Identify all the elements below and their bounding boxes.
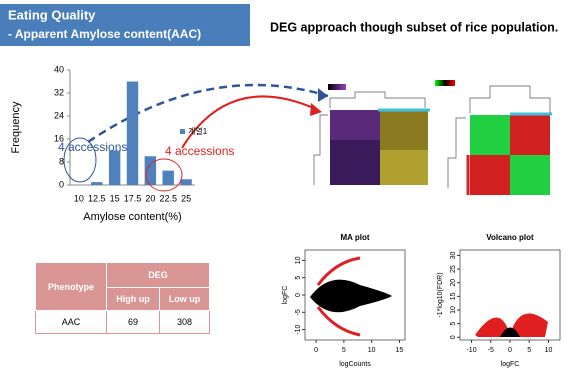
x-tick-label: 15 <box>110 193 120 203</box>
plot-title: MA plot <box>340 233 369 242</box>
legend-label: 계열1 <box>188 126 208 136</box>
x-axis-label: logCounts <box>339 361 371 368</box>
plot-title: Volcano plot <box>486 233 534 242</box>
heatmap-1 <box>313 84 430 185</box>
y-axis-label: Frequency <box>10 101 22 153</box>
bar <box>180 179 192 185</box>
red-arrow <box>181 95 319 149</box>
x-tick-label: 0 <box>314 347 318 354</box>
y-tick-label: -5 <box>295 309 302 315</box>
legend-swatch <box>180 129 185 134</box>
y-tick-label: 5 <box>450 322 457 326</box>
title: Eating Quality <box>8 7 96 22</box>
arrowhead <box>318 88 328 102</box>
bar <box>126 81 139 185</box>
x-tick-label: 10 <box>74 193 84 203</box>
x-tick-label: 10 <box>368 347 376 354</box>
bar <box>108 150 121 185</box>
annotation: 4 accessions <box>165 144 234 158</box>
x-tick-label: -5 <box>488 347 494 354</box>
x-tick-label: 20 <box>145 193 155 203</box>
y-tick-label: 20 <box>450 279 457 287</box>
highlight <box>63 137 97 183</box>
table-header: DEG <box>106 262 210 288</box>
annotation: 4 accessions <box>58 140 127 154</box>
y-tick-label: 8 <box>59 156 64 166</box>
table-cell: AAC <box>34 310 108 334</box>
table-header: High up <box>106 287 160 311</box>
x-tick-label: 12.5 <box>88 193 106 203</box>
y-tick-label: 5 <box>295 276 302 280</box>
x-tick-label: 17.5 <box>124 193 142 203</box>
x-tick-label: 25 <box>181 193 191 203</box>
x-tick-label: 10 <box>545 347 553 354</box>
y-tick-label: 24 <box>54 110 64 120</box>
x-tick-label: 5 <box>342 347 346 354</box>
table-cell: 308 <box>158 310 211 334</box>
y-axis-label: logFC <box>282 286 289 305</box>
x-tick-label: 15 <box>396 347 404 354</box>
y-tick-label: 10 <box>295 256 302 264</box>
y-axis-label: -1*log10(FDR) <box>437 272 444 317</box>
x-tick-label: 0 <box>508 347 512 354</box>
x-tick-label: -10 <box>466 347 476 354</box>
x-tick-label: 5 <box>527 347 531 354</box>
dashed-arrow <box>87 83 329 144</box>
y-tick-label: 25 <box>450 265 457 273</box>
x-tick-label: 22.5 <box>159 193 177 203</box>
bar <box>144 156 157 185</box>
table-cell: 69 <box>106 310 160 334</box>
volcano-cloud <box>475 313 548 337</box>
deg-table: Phenotype DEG High up Low up AAC 69 308 <box>34 262 211 334</box>
subtitle: - Apparent Amylose content(AAC) <box>8 27 201 41</box>
y-tick-label: 32 <box>54 87 64 97</box>
ma-cloud <box>310 256 392 337</box>
table-header: Low up <box>158 287 211 311</box>
y-tick-label: 10 <box>450 306 457 314</box>
table-header: Phenotype <box>34 262 108 311</box>
title-box <box>0 4 250 46</box>
x-axis-label: logFC <box>501 361 520 368</box>
x-axis-label: Amylose content(%) <box>83 211 181 223</box>
arrowhead <box>310 103 322 116</box>
y-tick-label: 40 <box>54 64 64 74</box>
y-tick-label: 15 <box>450 292 457 300</box>
y-tick-label: 16 <box>54 133 64 143</box>
bar <box>162 170 174 185</box>
heatmap-2 <box>435 80 552 195</box>
y-tick-label: 0 <box>450 335 457 339</box>
y-tick-label: 30 <box>450 251 457 259</box>
y-tick-label: -10 <box>295 324 302 334</box>
heading: DEG approach though subset of rice popul… <box>270 20 558 34</box>
highlight <box>145 158 183 192</box>
y-tick-label: 0 <box>295 293 302 297</box>
y-tick-label: 0 <box>59 179 64 189</box>
bar <box>91 182 103 185</box>
